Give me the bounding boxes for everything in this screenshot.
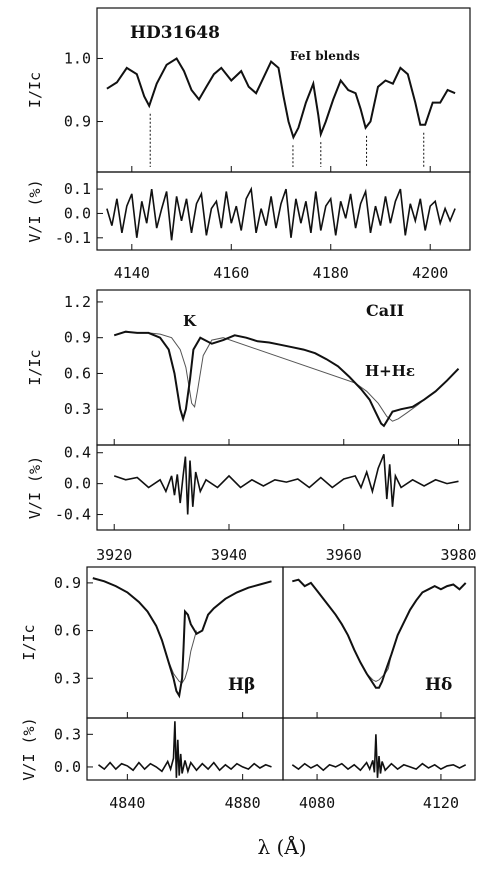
hb-ytick-top-label-0: 0.3 — [54, 669, 81, 687]
fe-ytick-top-label-0: 0.9 — [64, 113, 91, 131]
ca-vi-frame — [96, 444, 471, 531]
fe-intensity-line — [106, 57, 456, 140]
hb-ytick-top-label-1: 0.6 — [54, 622, 81, 640]
hb-vi-line — [98, 721, 272, 778]
fe-xtick-label-2: 4180 — [313, 264, 349, 282]
hd-intensity-frame — [282, 566, 476, 719]
fe-ytick-bottom-label-0: -0.1 — [55, 229, 91, 247]
hb-vi-frame — [86, 717, 284, 781]
ca-h-label: H+Hε — [365, 362, 415, 380]
ca-ytick-top-label-1: 0.6 — [64, 364, 91, 382]
hb-ytick-bottom-label-1: 0.3 — [54, 725, 81, 743]
fe-xtick-label-3: 4200 — [412, 264, 448, 282]
ca-ylabel-vi: V/I (%) — [26, 456, 44, 519]
hd-label: Hδ — [425, 675, 452, 695]
hb-xtick-label-0: 4840 — [109, 794, 145, 812]
hb-intensity-frame — [86, 566, 284, 719]
fe-ylabel-vi: V/I (%) — [26, 179, 44, 242]
hd-vi-frame — [282, 717, 476, 781]
hd-xtick-label-0: 4080 — [299, 794, 335, 812]
fe-ytick-top-label-1: 1.0 — [64, 49, 91, 67]
ca-xtick-label-1: 3940 — [211, 546, 247, 564]
ca-intensity-line — [113, 330, 460, 428]
fe-annotation: FeI blends — [290, 49, 360, 63]
ca-ytick-bottom-label-2: 0.4 — [64, 444, 91, 462]
ca-intensity-model-line — [148, 332, 431, 422]
ca-ytick-bottom-label-0: -0.4 — [55, 506, 91, 524]
fe-xtick-label-1: 4160 — [213, 264, 249, 282]
ca-xtick-label-2: 3960 — [326, 546, 362, 564]
ca-ytick-bottom-label-1: 0.0 — [64, 475, 91, 493]
fe-vi-frame — [96, 171, 471, 251]
hb-label: Hβ — [228, 675, 255, 695]
hb-ylabel-intensity: I/Ic — [20, 624, 38, 660]
hd-intensity-line — [292, 578, 467, 689]
ca-k-label: K — [183, 312, 197, 330]
fe-ylabel-intensity: I/Ic — [26, 72, 44, 108]
hd-vi-line — [291, 734, 467, 778]
ca-ytick-top-label-3: 1.2 — [64, 293, 91, 311]
fe-title: HD31648 — [130, 23, 220, 43]
ca-xtick-label-0: 3920 — [96, 546, 132, 564]
hb-xtick-label-1: 4880 — [225, 794, 261, 812]
fe-ytick-bottom-label-2: 0.1 — [64, 180, 91, 198]
x-axis-label: λ (Å) — [257, 834, 306, 859]
ca-vi-line — [113, 453, 459, 515]
hd-xtick-label-1: 4120 — [423, 794, 459, 812]
hb-ytick-top-label-2: 0.9 — [54, 574, 81, 592]
hb-ylabel-vi: V/I (%) — [20, 717, 38, 780]
ca-ytick-top-label-2: 0.9 — [64, 329, 91, 347]
ca-ytick-top-label-0: 0.3 — [64, 400, 91, 418]
fe-vi-line — [106, 186, 456, 241]
fe-ytick-bottom-label-1: 0.0 — [64, 204, 91, 222]
hb-ytick-bottom-label-0: 0.0 — [54, 758, 81, 776]
ca-line-label: CaII — [366, 301, 404, 320]
hb-intensity-line — [92, 577, 272, 699]
ca-ylabel-intensity: I/Ic — [26, 349, 44, 385]
ca-xtick-label-3: 3980 — [440, 546, 476, 564]
fe-xtick-label-0: 4140 — [114, 264, 150, 282]
